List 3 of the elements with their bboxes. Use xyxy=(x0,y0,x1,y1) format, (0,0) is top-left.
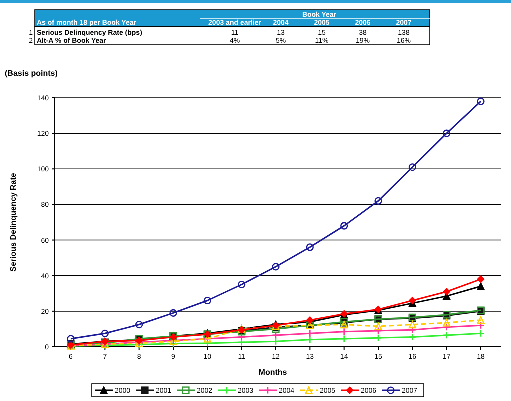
y-axis-title: Serious Delinquency Rate xyxy=(9,172,18,272)
text: (Basis points) xyxy=(5,69,58,78)
x-axis-title: Months xyxy=(258,368,288,377)
